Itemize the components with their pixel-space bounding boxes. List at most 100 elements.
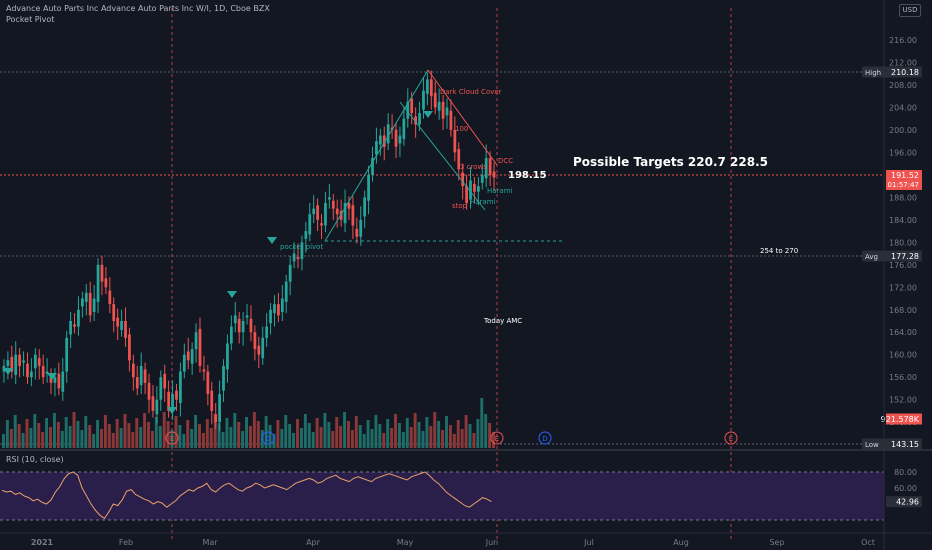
price-label-value: 143.15 — [891, 440, 919, 449]
chart-annotation: Today AMC — [483, 317, 522, 325]
volume-bar — [425, 417, 429, 448]
volume-bar — [127, 423, 131, 448]
volume-bar — [33, 414, 37, 448]
volume-bar — [335, 417, 339, 448]
candle-body — [37, 358, 41, 366]
chart-annotation: 254 to 270 — [760, 247, 798, 255]
volume-bar — [343, 412, 347, 448]
candle-body — [378, 135, 382, 145]
candle-body — [371, 158, 374, 175]
candle-body — [108, 290, 112, 305]
volume-bar — [397, 423, 401, 448]
x-tick-label: Jul — [583, 538, 594, 547]
volume-bar — [249, 426, 252, 448]
candle-body — [77, 309, 80, 327]
candle-body — [320, 223, 323, 226]
candle-body — [116, 317, 120, 327]
candle-body — [265, 326, 269, 338]
chart-annotation: pocket pivot — [280, 243, 323, 251]
volume-bar — [303, 414, 307, 448]
candle-body — [104, 278, 108, 288]
volume-bar — [280, 429, 284, 448]
volume-bar — [229, 427, 233, 448]
candle-body — [151, 396, 155, 411]
candle-body — [57, 373, 61, 389]
volume-bar — [37, 423, 41, 448]
volume-bar — [460, 429, 464, 448]
volume-bar — [472, 433, 476, 448]
volume-bar — [158, 426, 162, 448]
candle-body — [441, 101, 445, 119]
indicator-label: Pocket Pivot — [6, 15, 55, 24]
volume-bar — [150, 431, 154, 448]
pocket-pivot-marker — [423, 111, 433, 118]
candle-body — [426, 79, 429, 94]
volume-bar — [100, 429, 103, 448]
candle-body — [328, 197, 331, 200]
candle-body — [206, 371, 210, 395]
event-marker — [261, 431, 275, 445]
candle-body — [214, 414, 218, 423]
event-marker-label: D — [265, 435, 270, 443]
candle-body — [465, 186, 468, 203]
candle-body — [163, 373, 167, 389]
candle-body — [484, 158, 488, 179]
candle-body — [312, 208, 316, 215]
candle-body — [449, 110, 453, 130]
y-tick-label: 184.00 — [889, 216, 917, 225]
rsi-tick-label: 60.00 — [894, 484, 917, 493]
candle-body — [437, 101, 441, 111]
y-tick-label: 176.00 — [889, 261, 917, 270]
y-tick-label: 196.00 — [889, 148, 917, 157]
candle-body — [81, 298, 84, 307]
volume-bar — [323, 413, 327, 448]
currency-badge[interactable]: USD — [899, 4, 921, 17]
trend-line-channel — [399, 101, 486, 211]
candle-body — [120, 321, 123, 330]
candle-body — [359, 219, 363, 237]
price-label-tag — [862, 66, 886, 78]
volume-bar — [52, 413, 56, 448]
rsi-tick-label: 80.00 — [894, 468, 917, 477]
volume-bar — [209, 428, 213, 448]
candle-body — [237, 318, 241, 333]
candle-body — [30, 371, 33, 378]
volume-bar — [139, 427, 143, 448]
volume-bar — [437, 421, 441, 448]
candle-body — [476, 186, 480, 192]
volume-bar — [2, 434, 5, 448]
price-label-box — [886, 438, 922, 450]
candle-body — [410, 98, 414, 114]
candle-body — [18, 354, 22, 366]
candle-body — [233, 315, 237, 324]
volume-bar — [296, 419, 299, 448]
candle-body — [96, 264, 100, 302]
volume-bar — [25, 419, 29, 448]
candle-body — [339, 210, 343, 220]
chart-annotation: Possible Targets 220.7 228.5 — [573, 155, 768, 169]
volume-bar — [162, 412, 166, 448]
volume-bar — [374, 415, 378, 448]
candle-body — [429, 79, 433, 97]
y-tick-label: 200.00 — [889, 126, 917, 135]
event-marker-label: D — [542, 435, 547, 443]
volume-bar — [166, 421, 170, 448]
volume-bar — [190, 429, 194, 448]
volume-bar — [88, 425, 92, 448]
candle-body — [241, 321, 245, 333]
candle-body — [45, 371, 49, 374]
candle-body — [418, 113, 421, 125]
volume-bar — [394, 414, 397, 448]
volume-bar — [178, 425, 182, 448]
price-label-name: High — [865, 69, 881, 77]
pocket-pivot-marker — [167, 407, 177, 414]
candle-body — [473, 183, 476, 192]
volume-bar — [468, 424, 472, 448]
volume-bar — [292, 433, 296, 448]
volume-bar — [41, 432, 45, 448]
volume-bar — [92, 434, 96, 448]
price-label-box — [886, 413, 922, 425]
volume-bar — [241, 431, 245, 448]
volume-bar — [245, 417, 248, 448]
